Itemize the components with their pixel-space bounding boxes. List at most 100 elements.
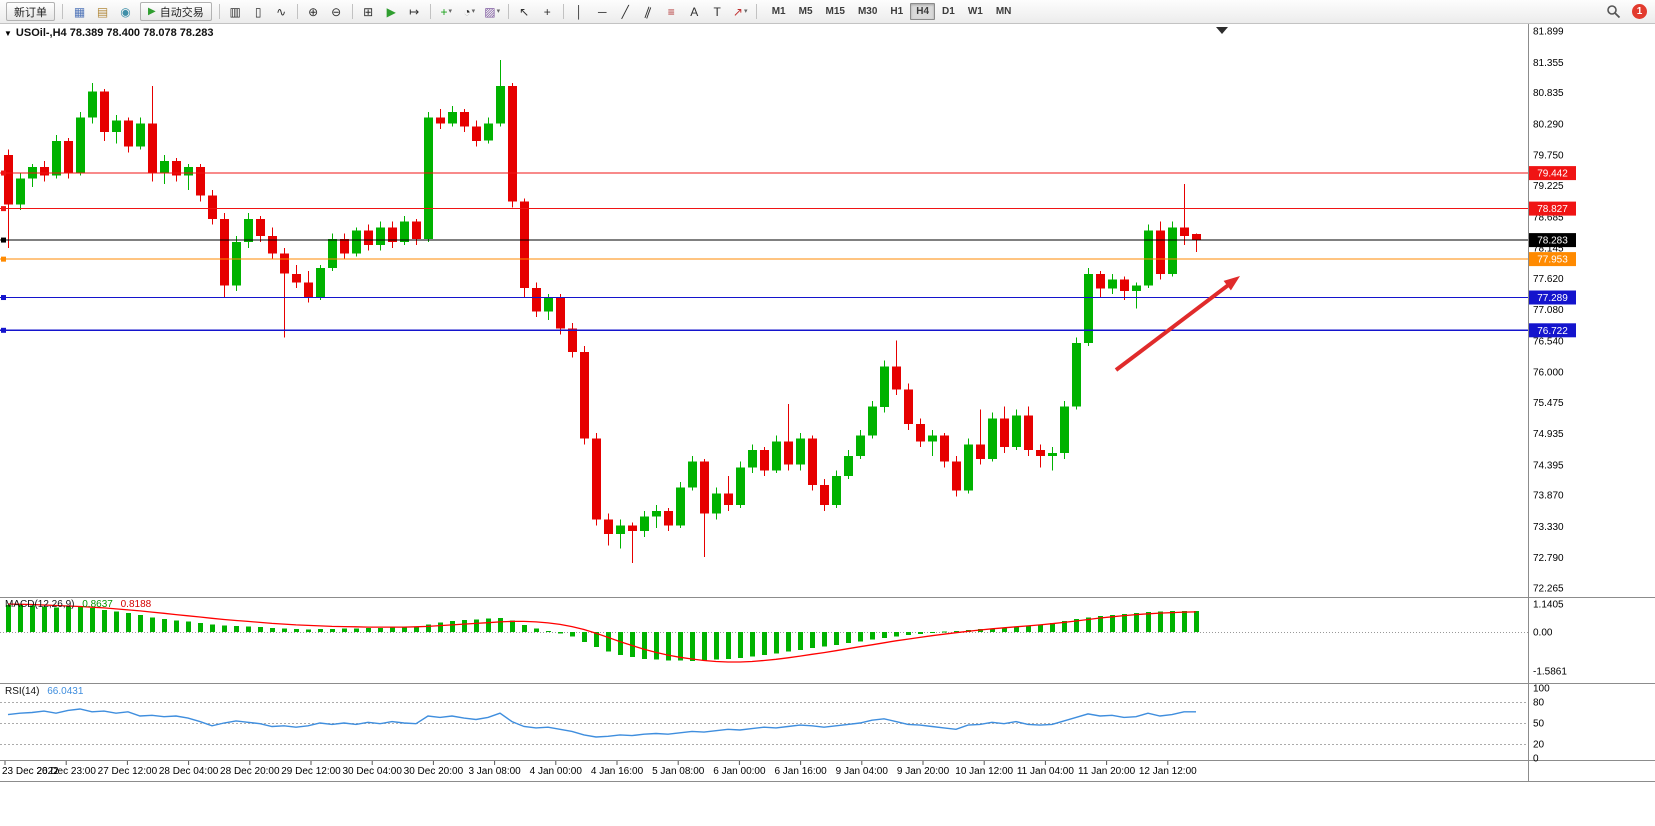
horizontal-line-icon-glyph: ─	[597, 4, 607, 19]
timeframes-group: M1 M5 M15 M30 H1 H4 D1 W1 MN	[766, 3, 1018, 20]
rsi-name: RSI(14)	[5, 686, 40, 697]
time-axis-label[interactable]: 12 Jan 12:00	[1139, 766, 1197, 777]
auto-scroll-icon[interactable]: ▶	[380, 2, 403, 22]
time-axis-label[interactable]: 23 Dec 2022	[2, 766, 59, 777]
crosshair-icon[interactable]: +	[536, 2, 559, 22]
line-chart-icon[interactable]: ∿	[270, 2, 293, 22]
price-axis-label: 81.355	[1533, 58, 1564, 69]
autotrading-button[interactable]: ▶ 自动交易	[140, 2, 212, 21]
hline-handle[interactable]	[1, 170, 6, 176]
periods-icon-glyph: ◔	[463, 4, 471, 19]
autotrading-label: 自动交易	[159, 6, 204, 19]
price-axis-label: 78.145	[1533, 244, 1564, 255]
time-axis-label[interactable]: 26 Dec 23:00	[36, 766, 96, 777]
timeframe-button-m15[interactable]: M15	[825, 6, 845, 17]
auto-scroll-icon-glyph: ▶	[386, 4, 396, 19]
price-tag	[1529, 166, 1576, 181]
price-axis-label: 72.790	[1533, 553, 1564, 564]
time-axis-label[interactable]: 27 Dec 12:00	[98, 766, 158, 777]
timeframe-button-m5[interactable]: M5	[798, 6, 813, 17]
hline-handle[interactable]	[1, 256, 6, 262]
text-icon-glyph: A	[690, 4, 699, 19]
timeframe-button-h4[interactable]: H4	[910, 3, 936, 20]
cursor-icon[interactable]: ↖	[513, 2, 536, 22]
time-axis-label[interactable]: 29 Dec 12:00	[281, 766, 341, 777]
tile-windows-icon-glyph: ⊞	[363, 4, 374, 19]
text-label-icon[interactable]: T	[706, 2, 729, 22]
time-axis-label[interactable]: 28 Dec 20:00	[220, 766, 280, 777]
price-axis-label: 77.620	[1533, 274, 1564, 285]
time-axis-label[interactable]: 30 Dec 04:00	[342, 766, 402, 777]
toolbar-right: 1	[1602, 2, 1651, 22]
timeframe-button-h1[interactable]: H1	[890, 6, 904, 17]
crosshair-icon-glyph: +	[543, 4, 551, 19]
macd-main-value: 0.8637	[82, 599, 113, 610]
templates-icon-glyph: ▨	[484, 4, 496, 19]
tool-icons-group: ▥ ▯ ∿ ⊕ ⊖ ⊞ ▶ ↦ + ▾ ◔ ▾ ▨ ▾ ↖ + │ ─ ╱ ∥ ≡ A T ↗ ▾	[215, 2, 761, 22]
zoom-in-icon[interactable]: ⊕	[302, 2, 325, 22]
time-axis-label[interactable]: 11 Jan 20:00	[1078, 766, 1136, 777]
hline-handle[interactable]	[1, 295, 6, 301]
rsi-indicator-label: RSI(14) 66.0431	[5, 686, 83, 697]
fibonacci-icon[interactable]: ≡	[660, 2, 683, 22]
time-axis-label[interactable]: 11 Jan 04:00	[1017, 766, 1075, 777]
chart-shift-marker[interactable]	[1216, 27, 1228, 34]
profiles-icon[interactable]: ▤	[96, 4, 109, 19]
timeframe-button-w1[interactable]: W1	[967, 6, 983, 17]
timeframe-button-mn[interactable]: MN	[995, 6, 1012, 17]
time-axis-label[interactable]: 4 Jan 16:00	[591, 766, 644, 777]
candlestick-chart-icon[interactable]: ▯	[247, 2, 270, 22]
timeframe-button-m30[interactable]: M30	[857, 6, 878, 17]
one-click-trading-icon[interactable]: ▼	[4, 28, 12, 38]
price-axis-label: 74.935	[1533, 429, 1564, 440]
indicators-icon-glyph: +	[440, 4, 448, 19]
candlestick-chart-icon-glyph: ▯	[254, 4, 262, 19]
hline-handle[interactable]	[1, 237, 6, 243]
chart-window-icon[interactable]: ▦	[73, 4, 86, 19]
equidistant-channel-icon[interactable]: ∥	[637, 2, 660, 22]
price-tag-label: 77.953	[1537, 255, 1568, 266]
time-axis-label[interactable]: 9 Jan 20:00	[897, 766, 950, 777]
text-icon[interactable]: A	[683, 2, 706, 22]
new-order-button[interactable]: 新订单	[6, 2, 55, 21]
terminal-icon[interactable]: ◉	[120, 4, 131, 19]
tile-windows-icon[interactable]: ⊞	[357, 2, 380, 22]
zoom-out-icon[interactable]: ⊖	[325, 2, 348, 22]
trendline-icon[interactable]: ╱	[614, 2, 637, 22]
arrows-icon[interactable]: ↗ ▾	[729, 2, 752, 22]
periods-icon[interactable]: ◔ ▾	[458, 2, 481, 22]
vertical-line-icon[interactable]: │	[568, 2, 591, 22]
time-axis-label[interactable]: 3 Jan 08:00	[468, 766, 521, 777]
time-axis-label[interactable]: 6 Jan 16:00	[774, 766, 827, 777]
time-axis-label[interactable]: 9 Jan 04:00	[836, 766, 889, 777]
notification-badge[interactable]: 1	[1632, 4, 1647, 19]
macd-axis-label: -1.5861	[1533, 666, 1567, 677]
rsi-axis-label: 80	[1533, 698, 1545, 709]
price-axis-label: 73.870	[1533, 491, 1564, 502]
indicators-icon[interactable]: + ▾	[435, 2, 458, 22]
hline-handle[interactable]	[1, 327, 6, 333]
timeframe-button-m1[interactable]: M1	[771, 6, 786, 17]
dropdown-caret-icon: ▾	[448, 8, 452, 15]
time-axis-label[interactable]: 28 Dec 04:00	[159, 766, 219, 777]
time-axis-label[interactable]: 5 Jan 08:00	[652, 766, 705, 777]
time-axis-label[interactable]: 4 Jan 00:00	[530, 766, 583, 777]
zoom-in-icon-glyph: ⊕	[308, 4, 319, 19]
time-axis-label[interactable]: 6 Jan 00:00	[713, 766, 766, 777]
toolbar-separator	[755, 4, 757, 19]
templates-icon[interactable]: ▨ ▾	[481, 2, 504, 22]
timeframe-button-d1[interactable]: D1	[942, 6, 955, 17]
trend-arrow[interactable]	[1114, 283, 1230, 372]
bar-chart-icon[interactable]: ▥	[224, 2, 247, 22]
macd-axis-label: 0.00	[1533, 628, 1553, 639]
horizontal-line-icon[interactable]: ─	[591, 2, 614, 22]
search-button[interactable]	[1602, 2, 1625, 22]
hline-handle[interactable]	[1, 206, 6, 212]
time-axis-label[interactable]: 30 Dec 20:00	[404, 766, 464, 777]
equidistant-channel-icon-glyph: ∥	[642, 3, 654, 20]
chart-title-text: USOil-,H4 78.389 78.400 78.078 78.283	[15, 27, 214, 39]
price-axis-label: 77.080	[1533, 305, 1564, 316]
time-axis-label[interactable]: 10 Jan 12:00	[955, 766, 1013, 777]
chart-shift-icon[interactable]: ↦	[403, 2, 426, 22]
